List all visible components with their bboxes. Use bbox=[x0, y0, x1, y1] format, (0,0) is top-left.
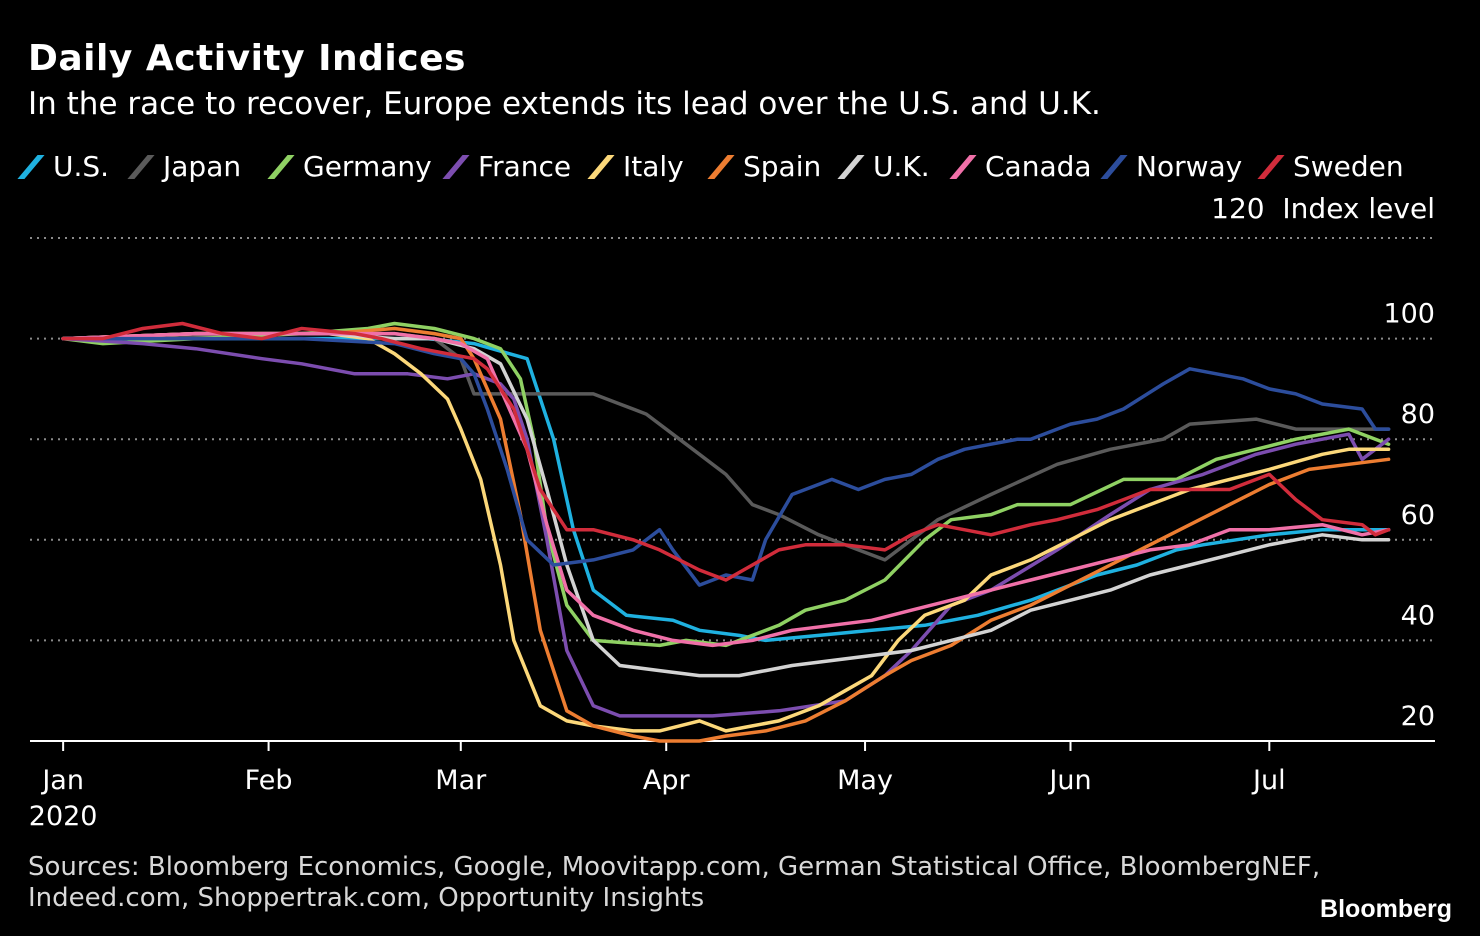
unit-label: 120 Index level bbox=[1211, 192, 1435, 225]
legend: U.S. Japan Germany France Italy Spain U.K. Cana… bbox=[17, 150, 1450, 190]
legend-item-norway: Norway bbox=[1100, 150, 1243, 183]
legend-label: U.S. bbox=[53, 150, 110, 183]
legend-item-canada: Canada bbox=[949, 150, 1092, 183]
legend-item-uk: U.K. bbox=[837, 150, 930, 183]
series-line-spain bbox=[61, 326, 1391, 743]
y-tick-label: 100 bbox=[1383, 299, 1435, 330]
series-line-france bbox=[61, 336, 1391, 718]
series-line-sweden bbox=[61, 321, 1391, 582]
series-line-italy bbox=[61, 331, 1391, 733]
legend-item-france: France bbox=[442, 150, 572, 183]
legend-item-sweden: Sweden bbox=[1257, 150, 1404, 183]
chart-subtitle: In the race to recover, Europe extends i… bbox=[28, 86, 1101, 122]
legend-label: Japan bbox=[163, 150, 242, 183]
x-tick-label: Jan bbox=[40, 765, 84, 796]
x-tick-label: Feb bbox=[245, 765, 293, 796]
series-line-canada bbox=[61, 331, 1391, 648]
unit-top-tick: 120 bbox=[1211, 192, 1265, 225]
y-tick-label: 60 bbox=[1401, 500, 1435, 531]
legend-label: Canada bbox=[985, 150, 1092, 183]
legend-item-italy: Italy bbox=[587, 150, 684, 183]
series-line-norway bbox=[61, 336, 1391, 587]
x-tick-label: Mar bbox=[435, 765, 487, 796]
legend-label: Spain bbox=[743, 150, 822, 183]
x-tick-label: Apr bbox=[643, 765, 691, 796]
y-tick-label: 80 bbox=[1401, 399, 1435, 430]
legend-label: Italy bbox=[623, 150, 684, 183]
legend-label: Sweden bbox=[1293, 150, 1404, 183]
source-note: Sources: Bloomberg Economics, Google, Mo… bbox=[28, 852, 1321, 913]
legend-label: France bbox=[478, 150, 572, 183]
x-tick-year-label: 2020 bbox=[29, 801, 98, 832]
x-tick-label: May bbox=[837, 765, 893, 796]
legend-item-japan: Japan bbox=[127, 150, 242, 183]
legend-item-germany: Germany bbox=[267, 150, 432, 183]
series-line-germany bbox=[61, 321, 1391, 648]
x-tick-label: Jun bbox=[1047, 765, 1091, 796]
chart-title: Daily Activity Indices bbox=[28, 38, 466, 79]
series-line-uk bbox=[61, 331, 1391, 678]
legend-item-spain: Spain bbox=[707, 150, 822, 183]
y-tick-label: 40 bbox=[1401, 600, 1435, 631]
unit-text: Index level bbox=[1282, 192, 1435, 225]
series-line-us bbox=[61, 336, 1391, 643]
x-tick-label: Jul bbox=[1251, 765, 1286, 796]
legend-label: Norway bbox=[1136, 150, 1243, 183]
bloomberg-logo: Bloomberg bbox=[1320, 895, 1452, 923]
legend-item-us: U.S. bbox=[17, 150, 110, 183]
legend-label: Germany bbox=[303, 150, 432, 183]
y-tick-label: 20 bbox=[1401, 701, 1435, 732]
legend-label: U.K. bbox=[873, 150, 930, 183]
